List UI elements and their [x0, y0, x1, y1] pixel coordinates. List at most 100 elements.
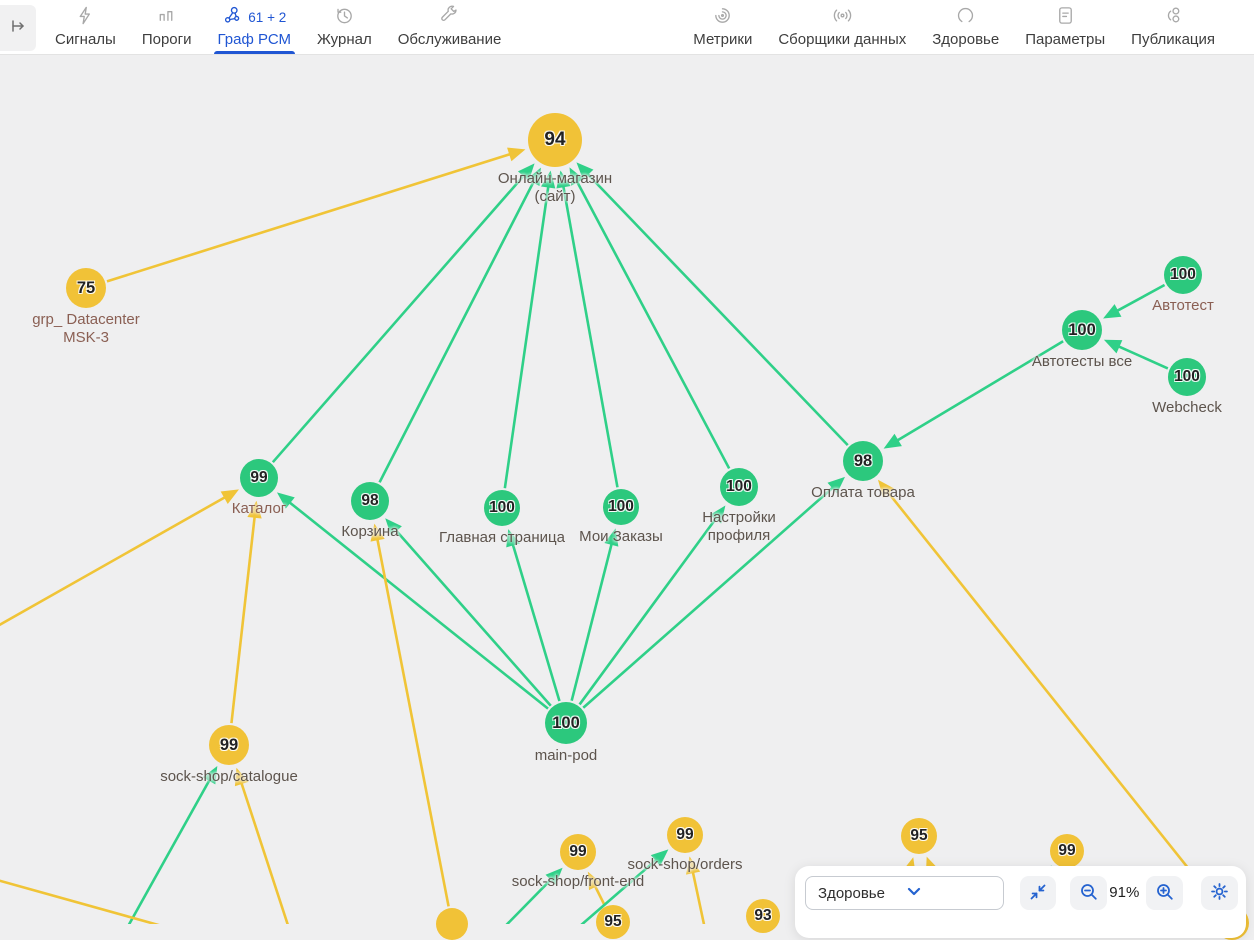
tab-journal[interactable]: Журнал	[304, 0, 385, 54]
graph-edge-arrowhead	[202, 765, 218, 785]
graph-node-ss-orders[interactable]: 99	[667, 817, 703, 853]
graph-edge-arrowhead	[1103, 339, 1123, 354]
metric-mode-select[interactable]: Здоровье	[805, 876, 1004, 910]
graph-edge-arrowhead	[1103, 304, 1122, 319]
tab-signals[interactable]: Сигналы	[42, 0, 129, 54]
node-label: Каталог	[231, 500, 287, 517]
graph-node-main-pod[interactable]: 100	[545, 702, 587, 744]
tab-label: Параметры	[1025, 30, 1106, 48]
graph-edge	[505, 876, 554, 924]
node-label: Оплата товара	[811, 484, 915, 501]
graph-node-catalog[interactable]: 99	[240, 459, 278, 497]
zoom-in-button[interactable]	[1146, 876, 1184, 910]
graph-controls-panel: Здоровье 91%	[795, 866, 1246, 938]
graph-node-ss-frontend[interactable]: 99	[560, 834, 596, 870]
graph-node-my-orders[interactable]: 100	[603, 489, 639, 525]
node-label: sock-shop/orders	[627, 856, 743, 873]
graph-edge	[127, 777, 212, 924]
graph-node-autotest[interactable]: 100	[1164, 256, 1202, 294]
graph-node-partial-95[interactable]: 95	[596, 905, 630, 939]
node-label: main-pod	[534, 747, 598, 764]
node-health-value: 99	[676, 826, 694, 843]
open-circle-icon	[955, 5, 976, 30]
graph-edge	[393, 527, 552, 707]
graph-edge	[691, 869, 706, 924]
node-health-value: 100	[489, 499, 515, 516]
graph-node-webcheck[interactable]: 100	[1168, 358, 1206, 396]
graph-edge	[592, 883, 606, 906]
graph-edge-arrowhead	[507, 147, 526, 162]
graph-node-node-95[interactable]: 95	[901, 818, 937, 854]
graph-node-node-99[interactable]: 99	[1050, 834, 1084, 868]
graph-node-autotests-all[interactable]: 100	[1062, 310, 1102, 350]
graph-edge	[1114, 283, 1166, 313]
tab-label: Сборщики данных	[778, 30, 907, 48]
graph-edge	[578, 516, 719, 706]
graph-edge	[378, 179, 536, 483]
graph-edge-arrowhead	[545, 867, 563, 885]
settings-button[interactable]	[1201, 876, 1238, 910]
graph-edge-arrowhead	[709, 505, 726, 524]
graph-node-ss-catalogue[interactable]: 99	[209, 725, 249, 765]
graph-edge-arrowhead	[220, 489, 239, 504]
graph-node-home[interactable]: 100	[484, 490, 520, 526]
node-health-value: 99	[1058, 842, 1076, 859]
graph-edge-arrowhead	[247, 500, 262, 519]
graph-edge-arrowhead	[569, 167, 584, 186]
node-health-value: 100	[726, 478, 752, 495]
node-health-value: 95	[910, 827, 928, 844]
zoom-level: 91%	[1109, 884, 1140, 901]
node-health-value: 100	[1174, 368, 1200, 385]
node-label: Webcheck	[1152, 399, 1222, 416]
node-label: Автотест	[1152, 297, 1214, 314]
metric-mode-value: Здоровье	[818, 884, 885, 902]
tab-metrics[interactable]: Метрики	[680, 0, 765, 54]
collapse-icon	[1028, 882, 1048, 905]
graph-edge-arrowhead	[650, 849, 669, 866]
tab-graph-rcm[interactable]: 61 + 2 Граф РСМ	[205, 0, 304, 54]
antenna-icon	[832, 5, 853, 30]
tab-health[interactable]: Здоровье	[919, 0, 1012, 54]
fit-graph-button[interactable]	[1019, 876, 1057, 910]
graph-edge	[0, 495, 228, 627]
tab-collectors[interactable]: Сборщики данных	[765, 0, 919, 54]
tab-publication[interactable]: Публикация	[1118, 0, 1228, 54]
tab-label: Метрики	[693, 30, 753, 48]
node-health-value: 99	[219, 735, 239, 754]
graph-edge	[375, 537, 450, 907]
graph-node-profile[interactable]: 100	[720, 468, 758, 506]
node-health-value: 93	[754, 907, 772, 924]
graph-node-partial-left[interactable]	[436, 908, 468, 940]
graph-edge	[894, 340, 1064, 443]
graph-node-partial-93[interactable]: 93	[746, 899, 780, 933]
graph-edge	[580, 857, 659, 924]
tab-parameters[interactable]: Параметры	[1012, 0, 1118, 54]
graph-edge	[287, 500, 549, 710]
tab-label: Здоровье	[932, 30, 1000, 48]
graph-edge-arrowhead	[587, 871, 602, 891]
document-icon	[1055, 5, 1076, 30]
tab-maintenance[interactable]: Обслуживание	[385, 0, 515, 54]
graph-edge-arrowhead	[385, 518, 402, 536]
node-health-value: 98	[853, 451, 873, 470]
graph-node-online-shop[interactable]: 94	[528, 113, 582, 167]
node-label: sock-shop/catalogue	[160, 768, 298, 785]
graph-edge-arrowhead	[506, 529, 521, 548]
tab-thresholds[interactable]: Пороги	[129, 0, 205, 54]
tab-label: Обслуживание	[397, 30, 502, 48]
graph-edge	[585, 171, 849, 447]
graph-node-cart[interactable]: 98	[351, 482, 389, 520]
graph-edge	[106, 152, 513, 283]
graph-edge	[0, 879, 160, 924]
graph-edge-arrowhead	[883, 433, 902, 449]
graph-edge-arrowhead	[526, 167, 541, 187]
sidebar-toggle-button[interactable]	[0, 5, 36, 51]
node-health-value: 95	[604, 913, 622, 930]
zoom-out-button[interactable]	[1070, 876, 1108, 910]
tab-label: Сигналы	[55, 30, 116, 48]
graph-node-payment[interactable]: 98	[843, 441, 883, 481]
graph-node-grp-datacenter[interactable]: 75	[66, 268, 106, 308]
node-health-value: 100	[1068, 320, 1096, 339]
expand-sidebar-icon	[8, 16, 28, 41]
